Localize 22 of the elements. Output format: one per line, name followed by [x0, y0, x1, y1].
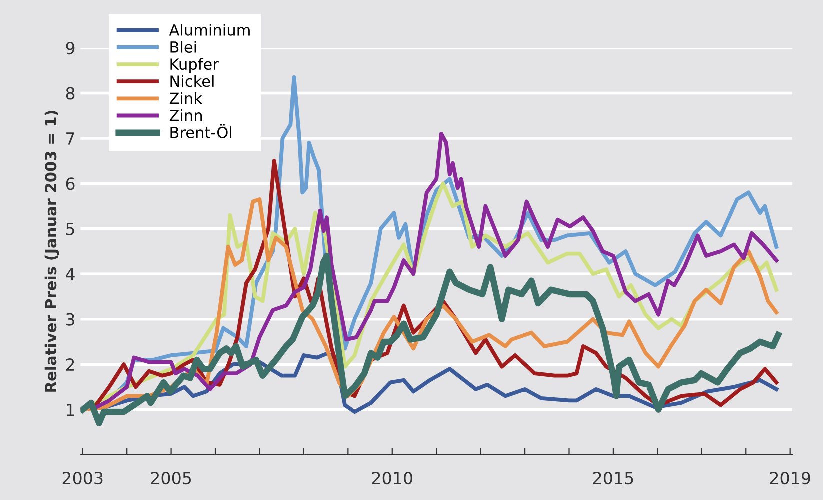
- legend-label: Zink: [170, 92, 202, 104]
- y-tick-label: 1: [67, 404, 74, 416]
- legend-label: Brent-Öl: [170, 124, 232, 138]
- y-tick-label: 8: [66, 87, 75, 100]
- y-tick-label: 3: [66, 313, 74, 326]
- y-axis-title: Relativer Preis (Januar 2003 = 1): [44, 111, 60, 392]
- y-tick-label: 6: [66, 178, 75, 190]
- legend-label: Nickel: [170, 75, 214, 88]
- legend-label: Aluminium: [169, 24, 250, 36]
- x-tick-label: 2019: [770, 472, 810, 485]
- y-tick-label: 5: [66, 223, 74, 236]
- legend-label: Zinn: [170, 109, 202, 122]
- legend-label: Kupfer: [170, 58, 219, 74]
- x-tick-label: 2003: [62, 472, 103, 485]
- x-tick-label: 2015: [593, 472, 634, 485]
- x-tick-label: 2010: [372, 472, 412, 485]
- legend-label: Blei: [170, 41, 196, 54]
- y-tick-label: 2: [66, 358, 74, 371]
- y-tick-label: 9: [66, 42, 75, 55]
- y-tick-label: 4: [66, 268, 75, 280]
- y-tick-label: 7: [66, 132, 74, 145]
- x-tick-label: 2005: [151, 472, 192, 485]
